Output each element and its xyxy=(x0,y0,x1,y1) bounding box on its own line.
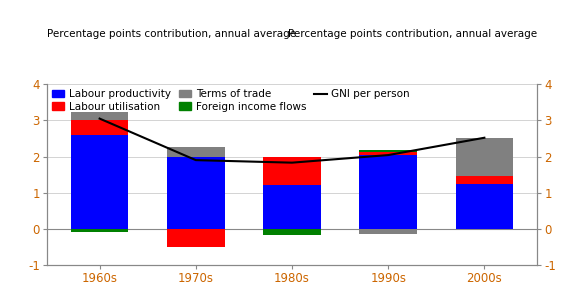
Bar xyxy=(456,184,513,229)
Bar xyxy=(71,229,128,232)
Legend: Labour productivity, Labour utilisation, Terms of trade, Foreign income flows, G: Labour productivity, Labour utilisation,… xyxy=(52,89,410,112)
Bar xyxy=(167,157,225,229)
Bar xyxy=(359,150,417,152)
Bar xyxy=(167,229,225,247)
Bar xyxy=(263,229,321,235)
Bar xyxy=(456,138,513,176)
Bar xyxy=(359,152,417,155)
Bar xyxy=(359,229,417,234)
Bar xyxy=(167,147,225,157)
Text: Percentage points contribution, annual average: Percentage points contribution, annual a… xyxy=(47,29,296,39)
Bar xyxy=(456,176,513,184)
Bar xyxy=(71,135,128,229)
Bar xyxy=(263,157,321,185)
Text: Percentage points contribution, annual average: Percentage points contribution, annual a… xyxy=(288,29,537,39)
Bar xyxy=(71,120,128,135)
Bar xyxy=(263,185,321,229)
Bar xyxy=(359,155,417,229)
Bar xyxy=(71,113,128,120)
